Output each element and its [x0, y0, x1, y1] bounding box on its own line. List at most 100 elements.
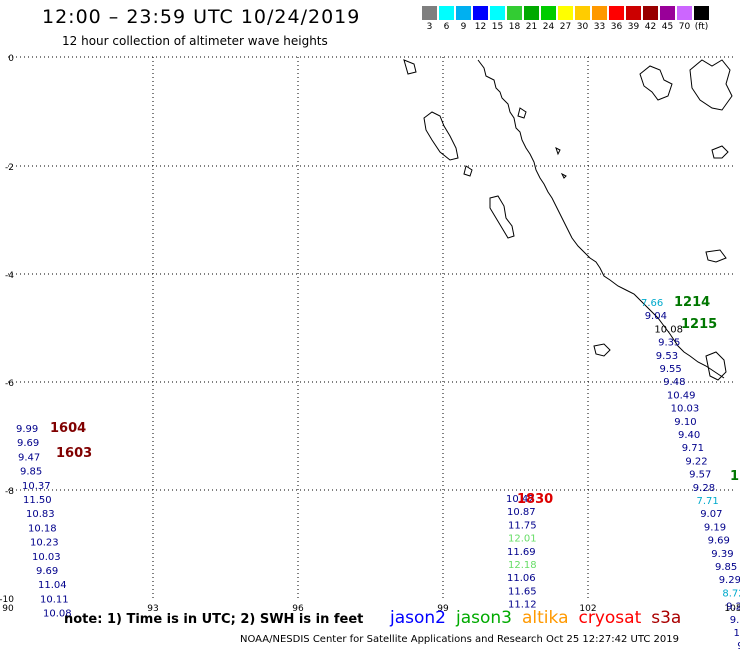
y-tick-label: -4: [5, 271, 14, 281]
wave-height-value: 10.03: [671, 404, 700, 415]
wave-height-value: 8.72: [722, 588, 740, 599]
x-tick-label: 99: [437, 604, 449, 614]
colorbar-label: 70: [678, 22, 691, 32]
pass-time-label: 1830: [517, 492, 553, 507]
x-tick-label: 93: [147, 604, 158, 614]
colorbar-label: 33: [593, 22, 606, 32]
wave-height-value: 10.08: [43, 609, 72, 620]
pass-time-label: 1215: [681, 317, 717, 332]
wave-height-value: 9.19: [704, 522, 726, 533]
colorbar-label: 3: [426, 22, 433, 32]
colorbar-label: 15: [491, 22, 504, 32]
footnote: note: 1) Time is in UTC; 2) SWH is in fe…: [64, 612, 364, 627]
map-grid: [8, 56, 736, 598]
wave-height-value: 9.04: [645, 311, 667, 322]
map-title: 12:00 – 23:59 UTC 10/24/2019: [42, 6, 361, 28]
wave-height-value: 9.71: [682, 443, 704, 454]
wave-height-value: 9.28: [693, 483, 715, 494]
colorbar-swatch: [676, 5, 693, 21]
wave-height-value: 11.06: [507, 573, 536, 584]
colorbar-swatch: [642, 5, 659, 21]
colorbar-label: 36: [610, 22, 623, 32]
colorbar-label: 45: [661, 22, 674, 32]
credit-line: NOAA/NESDIS Center for Satellite Applica…: [240, 634, 679, 645]
wave-height-value: 7.66: [641, 298, 663, 309]
wave-height-value: 9.57: [689, 470, 711, 481]
wave-height-value: 9.29: [719, 575, 740, 586]
wave-height-value: 9.39: [711, 549, 733, 560]
legend-item-jason3: jason3: [456, 608, 512, 628]
island-7: [403, 59, 417, 75]
colorbar-swatch: [557, 5, 574, 21]
colorbar-label: 6: [443, 22, 450, 32]
colorbar-label: 18: [508, 22, 521, 32]
island-2: [489, 195, 515, 239]
colorbar-swatch: [455, 5, 472, 21]
y-tick-label: 0: [8, 54, 14, 64]
wave-height-value: 10.87: [507, 507, 536, 518]
colorbar-label: (ft): [694, 22, 709, 32]
x-tick-label: 102: [579, 604, 596, 614]
map-subtitle: 12 hour collection of altimeter wave hei…: [62, 34, 328, 48]
colorbar-swatch: [472, 5, 489, 21]
wave-height-value: 9.85: [715, 562, 737, 573]
wave-height-value: 9.85: [20, 467, 42, 478]
wave-height-value: 10.11: [40, 594, 69, 605]
y-tick-label: -2: [5, 163, 14, 173]
axis-ticks: 90 93 96 99 102 105 0 -2 -4 -6 -8 -10: [0, 54, 740, 614]
wave-height-value: 9.47: [18, 452, 40, 463]
island-1: [423, 111, 459, 161]
wave-height-value: 10.18: [28, 523, 57, 534]
coastline: [403, 59, 733, 381]
wave-height-value: 10.08: [654, 324, 683, 335]
y-tick-label: -10: [0, 595, 14, 605]
wave-height-value: 9.69: [708, 536, 730, 547]
wave-height-value: 9.69: [17, 438, 39, 449]
y-tick-label: -8: [5, 487, 14, 497]
wave-height-value: 10.03: [32, 552, 61, 563]
wave-height-value: 9.53: [656, 351, 678, 362]
pass-time-label: 1214: [674, 295, 710, 310]
wave-height-value: 9.99: [16, 424, 38, 435]
wave-height-value: 10.42: [506, 494, 535, 505]
colorbar-swatch: [506, 5, 523, 21]
satellite-legend: jason2 jason3 altika cryosat s3a: [390, 608, 691, 628]
island-10: [711, 145, 729, 159]
x-tick-label: 90: [2, 604, 14, 614]
colorbar-swatch: [608, 5, 625, 21]
wave-height-value: 10.49: [667, 390, 696, 401]
legend-item-altika: altika: [522, 608, 569, 628]
colorbar-label: 24: [542, 22, 555, 32]
wave-height-value: 12.01: [508, 534, 537, 545]
colorbar-label: 27: [559, 22, 572, 32]
colorbar-swatch: [523, 5, 540, 21]
wave-height-value: 11.12: [508, 600, 537, 611]
island-6: [689, 59, 733, 111]
wave-height-value: 7.71: [697, 496, 719, 507]
legend-item-s3a: s3a: [651, 608, 682, 628]
y-tick-label: -6: [5, 379, 14, 389]
pass-time-label: 1: [730, 469, 739, 484]
colorbar-label: 30: [576, 22, 589, 32]
wave-height-value: 11.04: [38, 580, 67, 591]
wave-height-value: 9.10: [674, 417, 696, 428]
colorbar-swatch: [574, 5, 591, 21]
pass-time-label: 1604: [50, 421, 86, 436]
colorbar-swatch: [489, 5, 506, 21]
island-9: [463, 165, 473, 177]
wave-height-value: 11.69: [507, 547, 536, 558]
wave-height-value: 10.23: [30, 538, 59, 549]
wave-height-value: 12.18: [508, 560, 537, 571]
wave-height-tracks: 9.999.699.479.8510.3711.5010.8310.1810.2…: [16, 298, 740, 650]
wave-height-colorbar: [421, 5, 710, 21]
wave-height-value: 10.37: [22, 481, 51, 492]
wave-height-value: 9.48: [663, 377, 685, 388]
wave-height-value: 9.26: [726, 602, 740, 613]
colorbar-label: 9: [460, 22, 467, 32]
island-11: [705, 249, 727, 263]
colorbar-label: 21: [525, 22, 538, 32]
island-13: [560, 172, 567, 179]
colorbar-swatch: [625, 5, 642, 21]
wave-height-value: 9.07: [700, 509, 722, 520]
